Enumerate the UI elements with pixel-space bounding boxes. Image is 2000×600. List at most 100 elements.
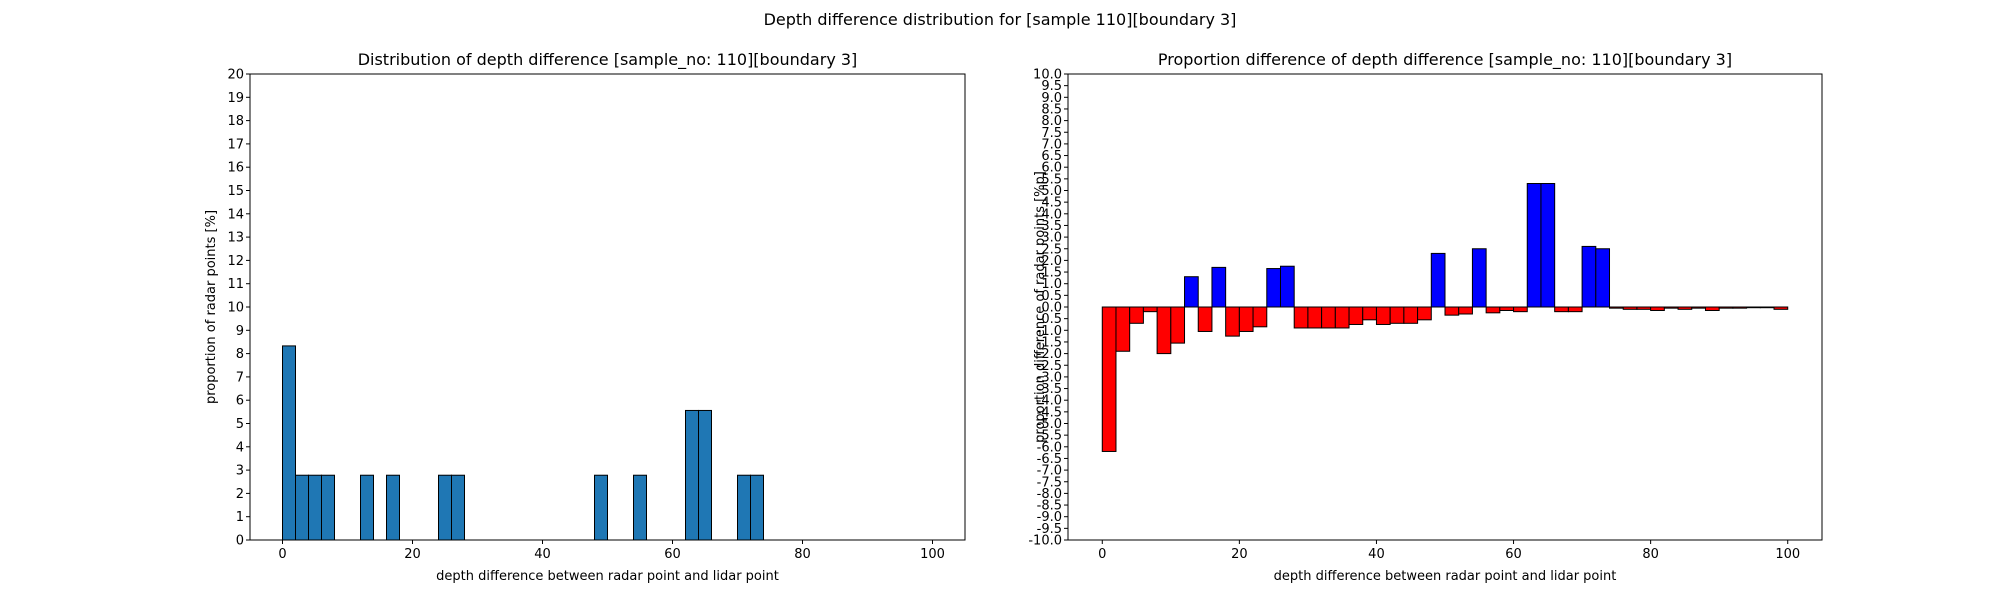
left-bar-6 [438, 474, 452, 541]
right-y-tick-label: -3.5 [1037, 382, 1062, 397]
left-bar-9 [633, 474, 647, 541]
right-bar-6 [1184, 276, 1199, 308]
right-bar-13 [1279, 265, 1295, 308]
right-y-axis-label: proportion difference of radar points [%… [1033, 171, 1048, 443]
right-y-tick-label: 0.0 [1041, 301, 1062, 316]
right-y-tick-label: -7.0 [1037, 464, 1062, 479]
right-bar-16 [1321, 306, 1336, 329]
left-bar-13 [750, 474, 764, 541]
right-bar-29 [1499, 306, 1515, 311]
left-bar-5 [386, 474, 400, 541]
right-y-tick-label: 5.0 [1041, 184, 1062, 199]
right-bar-12 [1266, 268, 1281, 308]
left-y-tick-label: 19 [227, 91, 244, 106]
right-bar-1 [1115, 306, 1131, 352]
right-y-tick-label: -2.0 [1037, 347, 1062, 362]
left-chart: Distribution of depth difference [sample… [204, 50, 966, 584]
right-bar-35 [1581, 245, 1597, 308]
left-bar-12 [737, 474, 751, 541]
right-y-tick-label: -5.5 [1037, 429, 1062, 444]
right-y-tick-label: 5.5 [1041, 172, 1062, 187]
right-y-tick-label: 4.5 [1041, 196, 1062, 211]
right-bar-group [1101, 183, 1789, 452]
left-y-tick-label: 0 [236, 534, 244, 549]
right-bar-0 [1101, 306, 1117, 452]
left-bar-0 [282, 345, 296, 541]
right-y-tick-label: -8.5 [1037, 499, 1062, 514]
right-bar-11 [1252, 306, 1268, 328]
left-bar-10 [685, 409, 699, 541]
right-y-tick-label: -3.0 [1037, 370, 1062, 385]
left-y-tick-label: 16 [227, 161, 244, 176]
left-y-tick-label: 9 [236, 324, 244, 339]
left-bar-group [282, 345, 764, 541]
right-y-tick-label: 1.0 [1041, 277, 1062, 292]
left-y-tick-label: 8 [236, 347, 244, 362]
right-bar-39 [1636, 306, 1652, 310]
left-bar-2 [308, 474, 322, 541]
left-x-tick-label: 0 [278, 547, 286, 562]
right-bar-44 [1704, 306, 1720, 311]
left-bar-3 [321, 474, 335, 541]
right-bar-47 [1746, 306, 1761, 309]
right-bar-40 [1650, 306, 1665, 311]
right-y-tick-label: 6.0 [1041, 161, 1062, 176]
right-y-tick-label: 7.0 [1041, 137, 1062, 152]
right-bar-36 [1595, 248, 1611, 308]
right-bar-25 [1444, 306, 1460, 316]
right-bar-26 [1458, 306, 1473, 315]
right-y-tick-label: 8.0 [1041, 114, 1062, 129]
left-y-tick-label: 10 [227, 301, 244, 316]
right-chart: Proportion difference of depth differenc… [1028, 50, 1823, 584]
right-x-ticks: 0 20 40 60 80 100 [1098, 540, 1800, 562]
right-bar-7 [1197, 306, 1213, 332]
right-bar-31 [1526, 183, 1542, 308]
left-y-tick-label: 11 [227, 277, 244, 292]
left-chart-title: Distribution of depth difference [sample… [358, 50, 858, 70]
left-x-tick-label: 60 [664, 547, 681, 562]
right-bar-48 [1759, 306, 1775, 309]
right-y-tick-label: -8.0 [1037, 487, 1062, 502]
right-bar-45 [1718, 306, 1734, 309]
right-y-tick-label: -10.0 [1028, 534, 1062, 549]
right-chart-title: Proportion difference of depth differenc… [1158, 50, 1732, 70]
right-y-tick-label: 0.5 [1041, 289, 1062, 304]
right-x-tick-label: 100 [1775, 547, 1800, 562]
left-y-tick-label: 3 [236, 464, 244, 479]
right-bar-28 [1485, 306, 1501, 314]
left-bar-1 [295, 474, 309, 541]
right-y-ticks: -10.0-9.5-9.0-8.5-8.0-7.5-7.0-6.5-6.0-5.… [1028, 68, 1068, 549]
right-bar-2 [1129, 306, 1144, 324]
left-y-tick-label: 20 [227, 68, 244, 83]
left-y-tick-label: 15 [227, 184, 244, 199]
right-bar-43 [1691, 306, 1706, 309]
left-y-tick-label: 4 [236, 440, 244, 455]
right-bar-20 [1375, 306, 1391, 325]
left-y-tick-label: 14 [227, 207, 244, 222]
right-x-tick-label: 80 [1642, 547, 1659, 562]
right-y-tick-label: -6.5 [1037, 452, 1062, 467]
right-y-tick-label: 3.0 [1041, 231, 1062, 246]
right-bar-21 [1389, 306, 1405, 324]
left-bar-7 [451, 474, 465, 541]
left-y-tick-label: 18 [227, 114, 244, 129]
right-x-tick-label: 0 [1098, 547, 1106, 562]
right-plot-frame [1067, 73, 1823, 541]
left-x-axis-label: depth difference between radar point and… [436, 569, 779, 584]
right-y-tick-label: -1.5 [1037, 335, 1062, 350]
right-bar-8 [1211, 266, 1227, 308]
left-bar-4 [360, 474, 374, 541]
right-y-tick-label: -4.0 [1037, 394, 1062, 409]
right-y-tick-label: -7.5 [1037, 475, 1062, 490]
right-bar-18 [1348, 306, 1364, 325]
right-bar-30 [1513, 306, 1528, 313]
right-bar-38 [1622, 306, 1638, 310]
right-y-tick-label: -6.0 [1037, 440, 1062, 455]
left-y-axis-label: proportion of radar points [%] [204, 210, 219, 404]
right-y-tick-label: -4.5 [1037, 405, 1062, 420]
right-bar-34 [1567, 306, 1583, 313]
right-bar-41 [1663, 306, 1679, 309]
left-y-tick-label: 2 [236, 487, 244, 502]
